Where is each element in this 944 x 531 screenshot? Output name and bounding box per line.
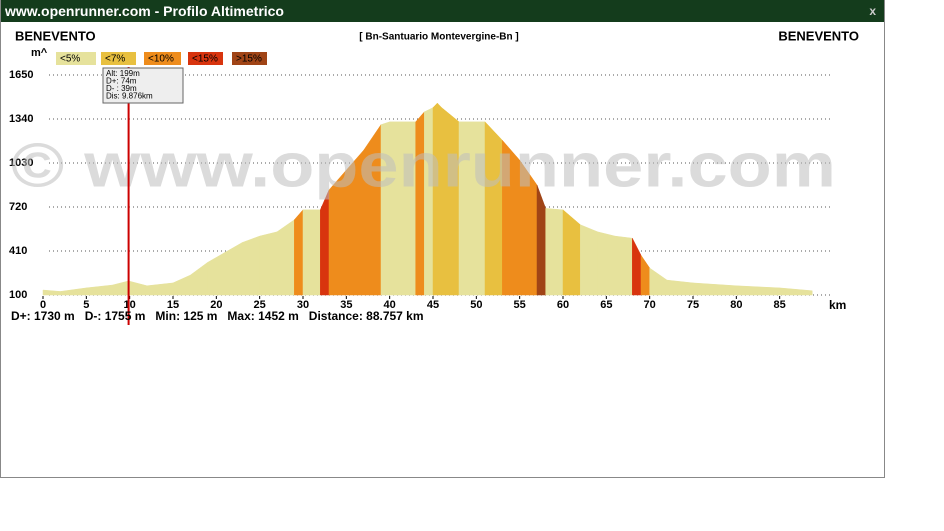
profile-segment [562,209,581,296]
tooltip-box [102,67,184,104]
y-tick-label: 410 [9,245,27,257]
profile-segment [597,231,616,296]
profile-segment [545,208,564,296]
y-tick-label: 1340 [9,113,33,125]
y-tick-label: 1030 [9,157,33,169]
x-tick-label: 15 [167,299,179,311]
profile-segment [86,284,113,296]
profile-segment [224,242,243,296]
x-tick-label: 75 [687,299,699,311]
x-tick-label: 10 [124,299,136,311]
y-axis-label: m^ [31,47,48,59]
legend-swatch [101,52,136,65]
profile-segment [294,209,304,296]
x-axis-label: km [829,298,846,312]
tooltip-line: Dis: 9.876km [106,92,153,101]
profile-segment [779,287,813,296]
x-tick-label: 20 [210,299,222,311]
x-tick-label: 50 [470,299,482,311]
title-bar: www.openrunner.com - Profilo Altimetrico… [1,0,884,22]
profile-segment [692,282,737,296]
stat: Max: 1452 m [227,309,299,323]
profile-segment [128,280,148,296]
profile-segment [172,274,191,296]
x-tick-label: 30 [297,299,309,311]
legend-label: >15% [236,54,262,65]
profile-segment [736,285,780,296]
tooltip-line: D+: 74m [106,77,137,86]
profile-segment [190,261,208,296]
x-tick-label: 80 [730,299,742,311]
x-tick-label: 0 [40,299,46,311]
x-tick-label: 55 [514,299,526,311]
profile-segment [640,254,650,296]
profile-segment [42,289,61,296]
x-tick-label: 40 [384,299,396,311]
profile-segment [302,209,321,296]
start-label: BENEVENTO [15,28,96,43]
window: www.openrunner.com - Profilo Altimetrico… [0,0,885,478]
profile-segment [146,282,174,296]
legend-label: <7% [105,54,125,65]
legend-label: <10% [148,54,174,65]
tooltip-line: D- : 39m [106,84,137,93]
y-tick-label: 720 [9,201,27,213]
x-tick-label: 35 [340,299,352,311]
profile-segment [112,280,129,296]
profile-segment [536,184,546,296]
legend-swatch [188,52,223,65]
profile-segment [60,287,87,296]
x-tick-label: 65 [600,299,612,311]
profile-segment [276,219,295,296]
chart: BENEVENTO [ Bn-Santuario Montevergine-Bn… [9,28,859,325]
x-tick-label: 5 [83,299,89,311]
close-button[interactable]: x [869,4,876,18]
stat: Min: 125 m [155,309,218,323]
legend-label: <5% [60,54,80,65]
route-title: [ Bn-Santuario Montevergine-Bn ] [359,32,518,43]
stat: Distance: 88.757 km [308,309,424,323]
stats: D+: 1730 m D-: 1755 m Min: 125 m Max: 1452 … [11,309,424,323]
watermark: © www.openrunner.com [11,131,836,200]
y-tick-label: 1650 [9,69,33,81]
profile-segment [666,279,694,296]
profile-segment [320,189,330,296]
end-label: BENEVENTO [778,28,859,43]
profile-segment [207,251,226,296]
stat: D+: 1730 m [11,309,75,323]
legend-swatch [56,52,96,65]
window-title: www.openrunner.com - Profilo Altimetrico [5,3,284,19]
x-tick-label: 45 [427,299,439,311]
x-tick-label: 25 [254,299,266,311]
profile-segment [259,231,278,296]
profile-segment [632,238,642,296]
x-tick-label: 60 [557,299,569,311]
legend-label: <15% [192,54,218,65]
profile-segment [580,224,598,296]
x-tick-label: 85 [774,299,786,311]
profile-segment [242,235,260,296]
stat: D-: 1755 m [84,309,146,323]
profile-segment [649,267,668,296]
y-tick-label: 100 [9,289,27,301]
tooltip-line: Alt: 199m [106,69,140,78]
legend-swatch [232,52,267,65]
legend-swatch [144,52,181,65]
profile-segment [614,235,633,296]
x-tick-label: 70 [644,299,656,311]
